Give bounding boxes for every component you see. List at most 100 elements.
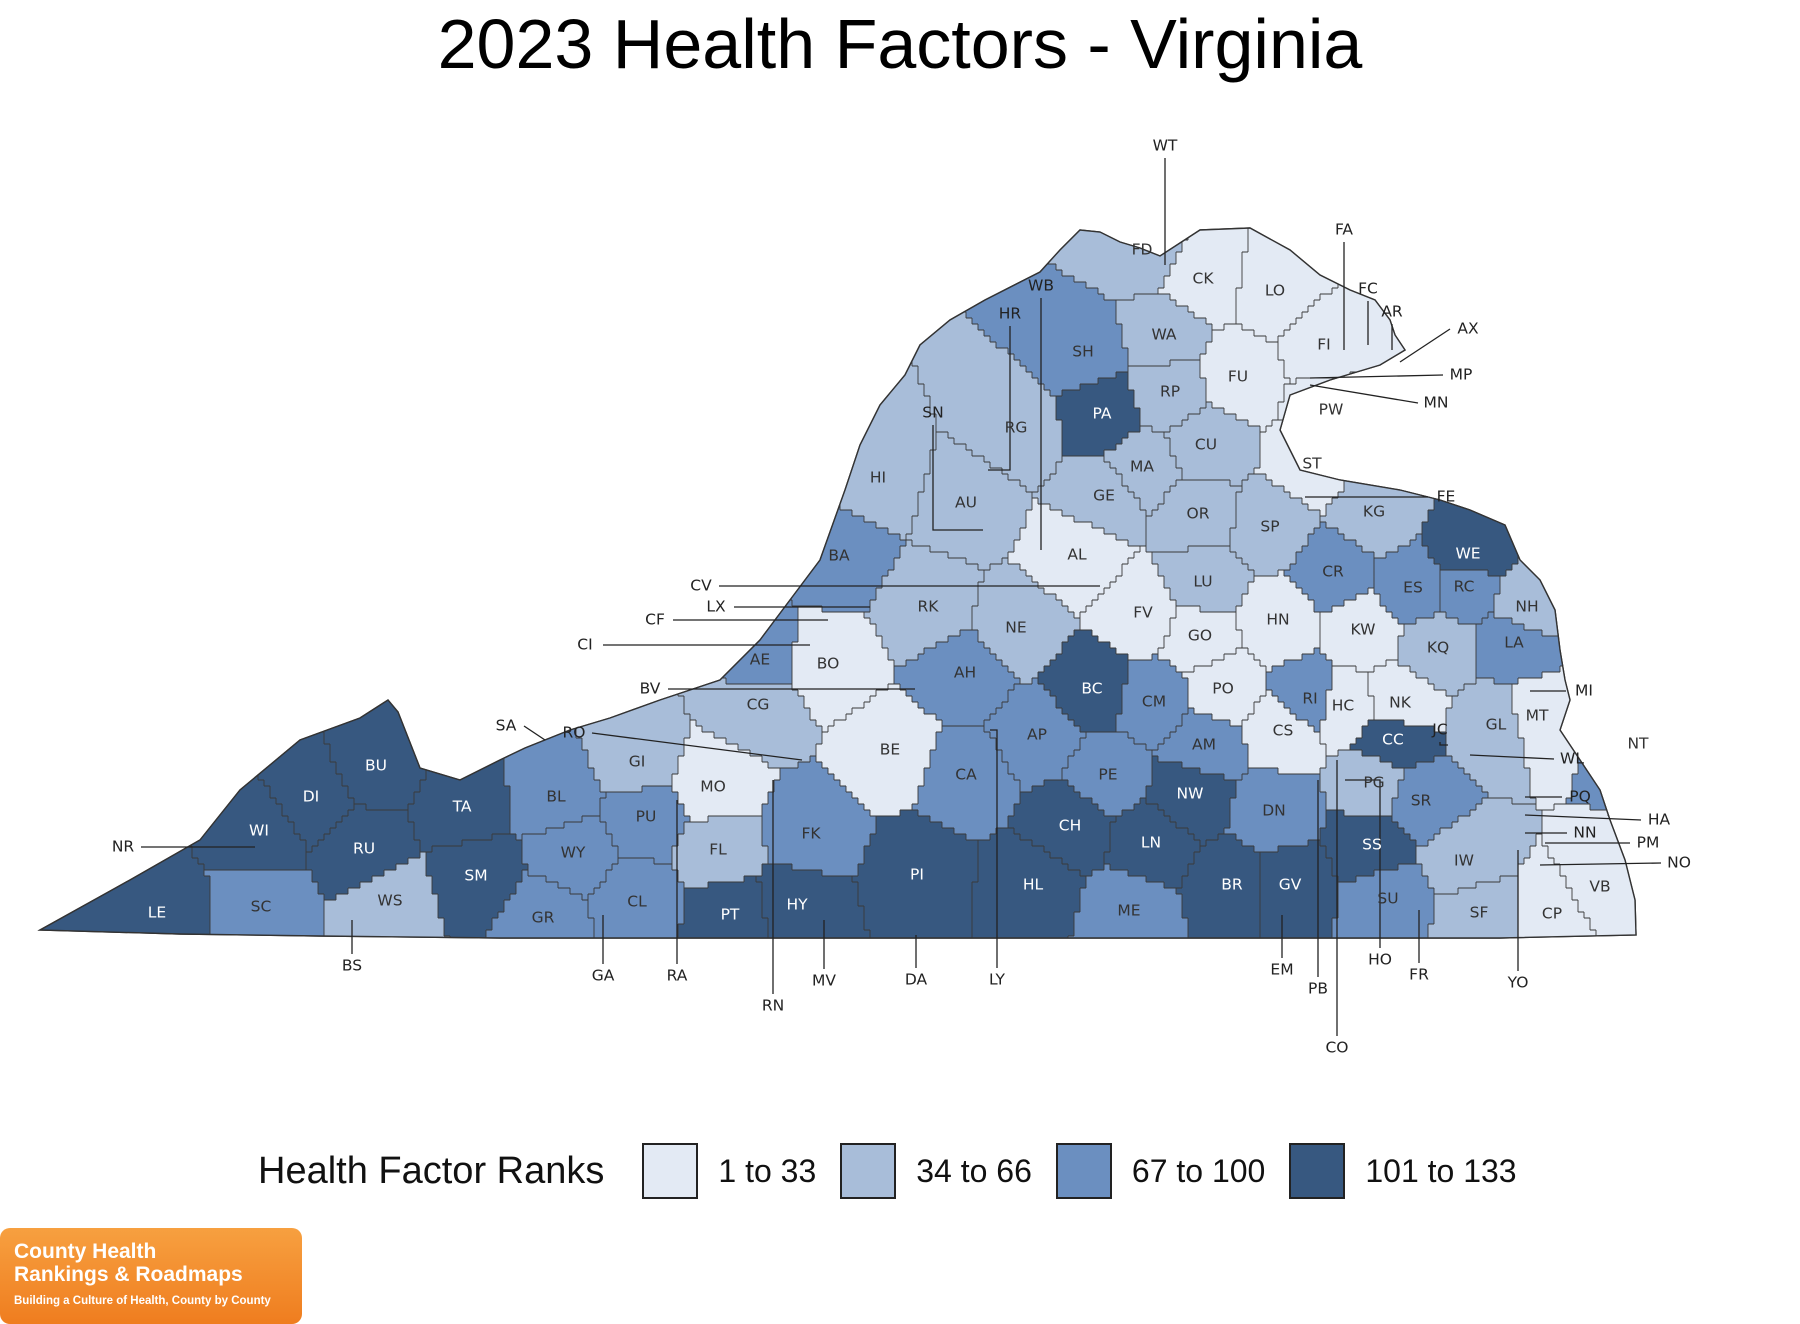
county-iw[interactable] <box>1416 798 1542 894</box>
leader-line-mp <box>1309 374 1444 379</box>
county-br[interactable] <box>1176 834 1260 948</box>
county-label-di: DI <box>303 788 320 806</box>
county-mo[interactable] <box>672 720 780 822</box>
county-label-fi: FI <box>1317 336 1331 354</box>
county-ws[interactable] <box>324 852 450 948</box>
county-cs[interactable] <box>1242 690 1326 774</box>
county-label-iw: IW <box>1454 852 1474 870</box>
city-label-mp: MP <box>1450 366 1473 384</box>
county-or[interactable] <box>1146 480 1242 552</box>
county-label-cs: CS <box>1273 722 1294 740</box>
legend-item-1: 1 to 33 <box>642 1143 816 1199</box>
county-pg[interactable] <box>1320 750 1404 816</box>
county-ch[interactable] <box>1008 780 1116 876</box>
city-label-cv: CV <box>690 577 712 595</box>
county-fu[interactable] <box>1200 324 1290 432</box>
city-label-ha: HA <box>1648 811 1671 829</box>
county-me[interactable] <box>1068 864 1194 948</box>
city-label-ci: CI <box>577 636 592 654</box>
county-health-rankings-logo[interactable]: County Health Rankings & Roadmaps Buildi… <box>0 1228 302 1324</box>
county-ca[interactable] <box>912 726 1020 840</box>
county-go[interactable] <box>1158 606 1242 672</box>
county-cg[interactable] <box>672 678 822 768</box>
county-pi[interactable] <box>852 810 978 948</box>
county-rc[interactable] <box>1440 570 1500 624</box>
legend-swatch-3 <box>1055 1143 1112 1199</box>
county-ma[interactable] <box>1104 426 1182 516</box>
county-label-dn: DN <box>1262 802 1286 820</box>
county-bo[interactable] <box>792 606 894 732</box>
county-hy[interactable] <box>756 864 870 948</box>
county-vb[interactable] <box>1542 804 1740 948</box>
county-pu[interactable] <box>600 786 690 864</box>
county-sr[interactable] <box>1392 756 1488 846</box>
county-label-hc: HC <box>1332 697 1354 715</box>
county-rg[interactable] <box>906 306 1062 492</box>
county-ta[interactable] <box>408 666 510 852</box>
county-nk[interactable] <box>1368 660 1452 732</box>
county-kw[interactable] <box>1320 588 1404 672</box>
county-ge[interactable] <box>1032 456 1146 546</box>
county-label-ge: GE <box>1093 487 1115 505</box>
county-label-es: ES <box>1403 579 1423 597</box>
county-cu[interactable] <box>1164 402 1260 486</box>
county-le[interactable] <box>18 774 210 948</box>
county-ah[interactable] <box>894 630 1020 726</box>
county-ck[interactable] <box>1158 168 1260 330</box>
county-rp[interactable] <box>1128 360 1206 432</box>
county-gl[interactable] <box>1446 678 1536 804</box>
county-ap[interactable] <box>984 678 1086 792</box>
county-label-ch: CH <box>1059 817 1081 835</box>
city-label-co: CO <box>1325 1039 1348 1057</box>
county-hn[interactable] <box>1236 570 1320 672</box>
county-cr[interactable] <box>1284 522 1374 612</box>
city-label-nr: NR <box>112 838 135 856</box>
county-cm[interactable] <box>1116 654 1188 750</box>
county-label-ba: BA <box>828 547 850 565</box>
county-sc[interactable] <box>204 870 330 948</box>
county-ri[interactable] <box>1266 648 1332 732</box>
county-hc[interactable] <box>1320 666 1374 756</box>
county-ac[interactable] <box>1596 504 1800 738</box>
county-label-pa: PA <box>1093 405 1112 423</box>
county-sm[interactable] <box>426 834 528 948</box>
city-label-wl: WL <box>1560 750 1584 768</box>
county-rk[interactable] <box>864 540 984 666</box>
county-po[interactable] <box>1182 648 1266 726</box>
county-label-gv: GV <box>1279 876 1302 894</box>
legend-item-3: 67 to 100 <box>1055 1143 1265 1199</box>
county-label-rk: RK <box>918 598 940 616</box>
county-nw[interactable] <box>1146 756 1236 846</box>
county-fk[interactable] <box>762 756 876 876</box>
city-label-cf: CF <box>645 611 665 629</box>
county-kq[interactable] <box>1398 612 1476 696</box>
county-bc[interactable] <box>1038 630 1128 732</box>
county-label-or: OR <box>1187 505 1210 523</box>
county-label-pi: PI <box>910 866 924 884</box>
county-sp[interactable] <box>1230 474 1320 576</box>
county-pt[interactable] <box>678 876 768 948</box>
city-label-da: DA <box>905 971 928 989</box>
county-hi[interactable] <box>738 336 936 540</box>
legend-item-4: 101 to 133 <box>1289 1143 1517 1199</box>
county-label-ah: AH <box>954 664 976 682</box>
county-su[interactable] <box>1332 864 1434 948</box>
county-dn[interactable] <box>1224 768 1326 852</box>
county-fl[interactable] <box>672 816 768 888</box>
county-label-ma: MA <box>1130 458 1154 476</box>
county-cl[interactable] <box>588 858 684 948</box>
county-be[interactable] <box>816 684 942 816</box>
county-au[interactable] <box>906 432 1032 570</box>
county-lu[interactable] <box>1152 546 1254 612</box>
county-ss[interactable] <box>1320 810 1416 882</box>
county-label-hy: HY <box>786 896 808 914</box>
county-ln[interactable] <box>1104 798 1200 888</box>
county-es[interactable] <box>1374 534 1440 624</box>
county-pa[interactable] <box>1056 372 1140 456</box>
county-pe[interactable] <box>1062 732 1152 816</box>
county-label-sm: SM <box>464 867 487 885</box>
county-cp[interactable] <box>1518 834 1602 948</box>
county-gr[interactable] <box>480 870 594 948</box>
county-fv[interactable] <box>1080 546 1176 660</box>
county-ne[interactable] <box>972 558 1080 684</box>
